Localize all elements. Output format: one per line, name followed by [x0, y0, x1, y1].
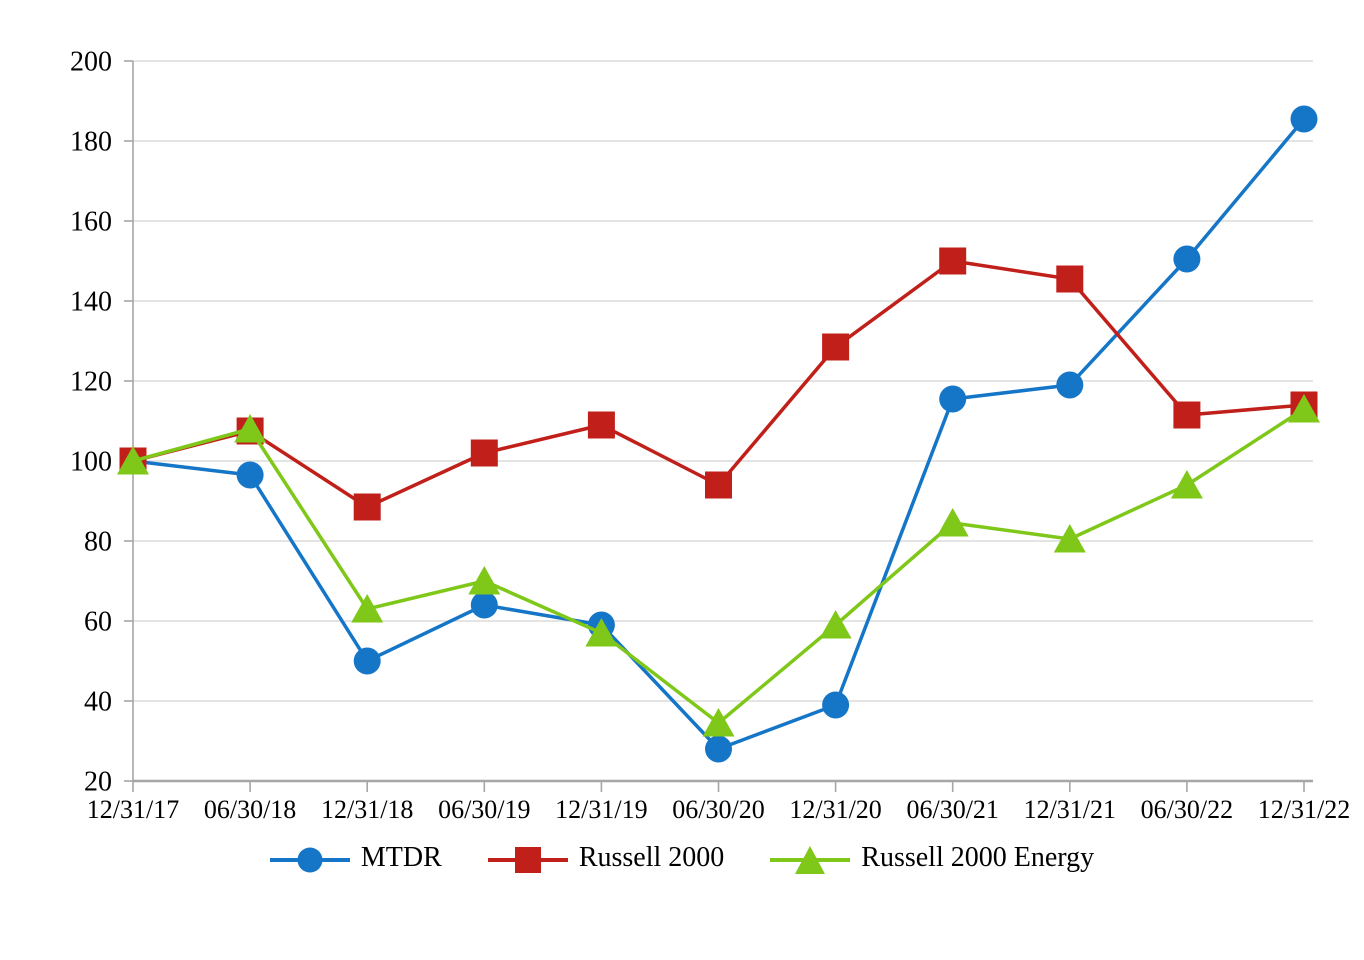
- marker-mtdr-5: [705, 735, 732, 763]
- y-tick-label: 160: [70, 207, 112, 238]
- y-tick-label: 80: [84, 527, 112, 558]
- marker-russell-2000-6: [822, 333, 850, 361]
- x-tick-label: 06/30/18: [204, 795, 296, 824]
- series-line-russell-2000: [132, 259, 1305, 509]
- marker-russell-2000-energy-10: [1288, 394, 1320, 423]
- russell-2000-energy-triangle-marker-icon: [770, 846, 851, 874]
- y-tick-label: 140: [70, 287, 112, 318]
- y-tick-label: 180: [70, 127, 112, 158]
- marker-russell-2000-2: [353, 493, 381, 521]
- marker-russell-2000-8: [1056, 265, 1084, 293]
- marker-mtdr-3: [470, 591, 498, 619]
- marker-russell-2000-energy-7: [936, 508, 969, 537]
- x-tick-label: 06/30/20: [672, 795, 764, 824]
- marker-russell-2000-3: [470, 439, 498, 467]
- marker-russell-2000-energy-4: [585, 618, 618, 647]
- marker-mtdr-6: [822, 691, 850, 719]
- marker-russell-2000-energy-0: [117, 446, 149, 475]
- marker-mtdr-1: [236, 461, 264, 489]
- marker-russell-2000-9: [1173, 401, 1201, 429]
- marker-russell-2000-energy-1: [234, 414, 267, 443]
- x-tick-label: 12/31/21: [1024, 795, 1116, 824]
- marker-mtdr-7: [939, 385, 967, 413]
- legend-label-russell-2000-energy: Russell 2000 Energy: [861, 842, 1095, 873]
- y-tick-label: 100: [70, 447, 112, 478]
- y-tick-label: 120: [70, 367, 112, 398]
- legend-item-mtdr: MTDR: [269, 842, 442, 876]
- marker-mtdr-9: [1173, 245, 1201, 273]
- marker-russell-2000-energy-3: [468, 566, 501, 595]
- legend-item-russell-2000: Russell 2000: [487, 842, 725, 876]
- x-tick-label: 06/30/19: [438, 795, 530, 824]
- legend-item-russell-2000-energy: Russell 2000 Energy: [770, 844, 1094, 876]
- y-tick-label: 40: [84, 687, 112, 718]
- x-tick-label: 12/31/18: [321, 795, 413, 824]
- marker-russell-2000-4: [587, 411, 615, 439]
- legend-label-russell-2000: Russell 2000: [578, 842, 725, 873]
- marker-russell-2000-7: [939, 247, 967, 275]
- marker-mtdr-10: [1290, 105, 1318, 133]
- x-tick-label: 06/30/22: [1141, 795, 1233, 824]
- marker-russell-2000-energy-6: [819, 610, 852, 639]
- marker-mtdr-8: [1056, 371, 1084, 399]
- marker-russell-2000-energy-5: [702, 708, 735, 737]
- marker-russell-2000-energy-9: [1170, 470, 1203, 499]
- marker-russell-2000-energy-2: [351, 594, 384, 623]
- marker-mtdr-2: [353, 647, 381, 675]
- marker-russell-2000-5: [705, 471, 732, 499]
- series-line-mtdr: [132, 117, 1306, 751]
- marker-russell-2000-energy-8: [1053, 524, 1086, 553]
- x-tick-label: 12/31/19: [555, 795, 647, 824]
- x-tick-label: 12/31/20: [789, 795, 881, 824]
- legend-label-mtdr: MTDR: [360, 842, 442, 873]
- y-tick-label: 20: [84, 767, 112, 798]
- x-tick-label: 12/31/22: [1258, 795, 1350, 824]
- y-tick-label: 200: [70, 47, 112, 78]
- y-tick-label: 60: [84, 607, 112, 638]
- x-tick-label: 06/30/21: [906, 795, 998, 824]
- x-tick-label: 12/31/17: [87, 795, 179, 824]
- mtdr-circle-marker-icon: [269, 847, 350, 873]
- line-chart-plot-area: 20 40 60 80 100 120 140 160 180 200 12/31/17 06/30/…: [70, 47, 1350, 825]
- russell-2000-square-marker-icon: [487, 847, 568, 873]
- chart-legend: MTDR Russell 2000 Russell 2000 Energy: [0, 844, 1364, 876]
